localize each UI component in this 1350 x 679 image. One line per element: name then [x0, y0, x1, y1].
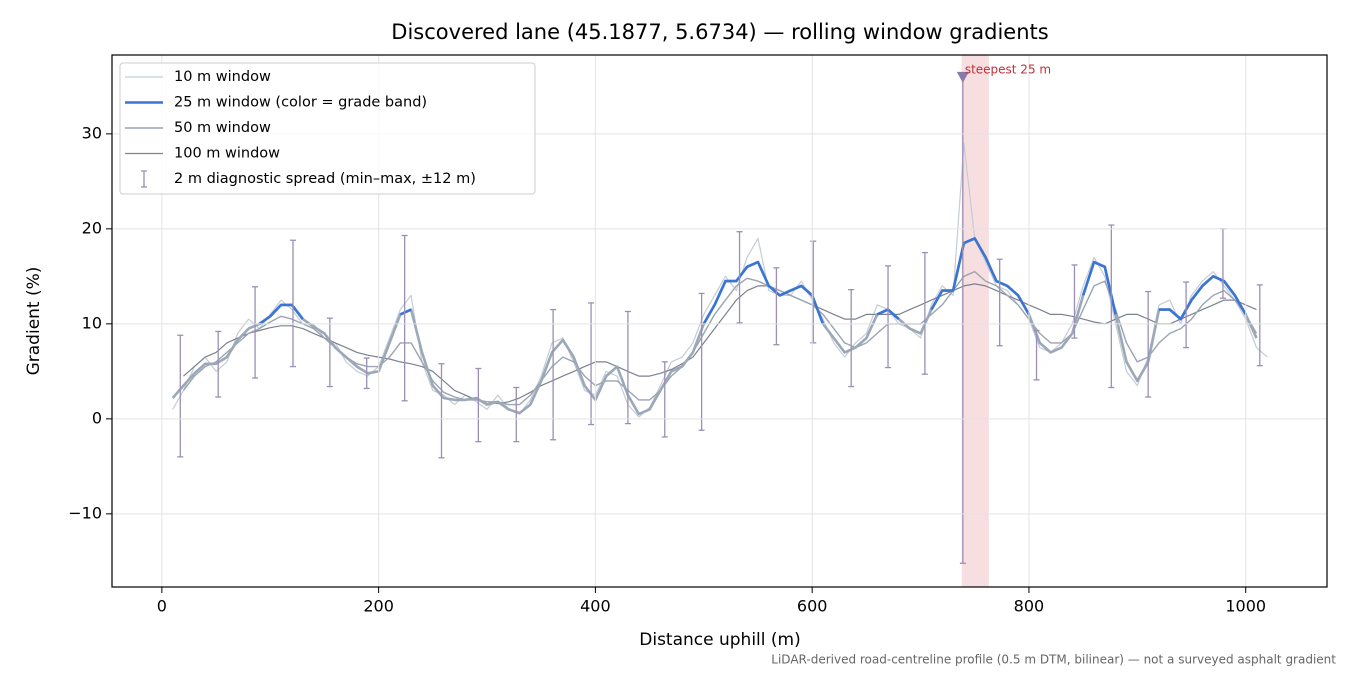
- error-bar: [996, 258, 1003, 347]
- error-bar: [698, 292, 705, 431]
- error-bar: [215, 330, 222, 398]
- legend: 10 m window 25 m window (color = grade ba…: [119, 62, 536, 195]
- error-bar: [290, 239, 297, 368]
- error-bar: [326, 317, 333, 388]
- error-bar: [363, 357, 370, 390]
- grade-band-segment: [702, 260, 825, 325]
- error-bar: [1108, 224, 1115, 389]
- error-bar: [513, 386, 520, 443]
- legend-label: 100 m window: [174, 146, 280, 162]
- x-tick-label: 1000: [1225, 597, 1266, 616]
- y-tick-label: 20: [82, 218, 102, 237]
- error-bar: [588, 302, 595, 426]
- error-bar: [885, 265, 892, 369]
- annotation: steepest 25 m: [965, 62, 1051, 76]
- grade-band-segment: [1159, 275, 1247, 321]
- error-bar: [736, 231, 743, 324]
- y-tick-label: 10: [82, 313, 102, 332]
- error-bar: [1183, 281, 1190, 349]
- legend-label: 2 m diagnostic spread (min–max, ±12 m): [174, 171, 476, 187]
- error-bar: [661, 361, 668, 438]
- error-bar: [1071, 264, 1078, 339]
- y-tick-label: 0: [92, 408, 102, 427]
- error-bar: [810, 240, 817, 344]
- error-bar: [475, 367, 482, 443]
- legend-label: 50 m window: [174, 120, 271, 136]
- error-bar: [252, 286, 259, 379]
- grade-band-segment: [1081, 260, 1117, 315]
- error-bar: [848, 288, 855, 388]
- footnote: LiDAR-derived road-centreline profile (0…: [771, 653, 1336, 667]
- error-bar: [401, 234, 408, 402]
- line: [172, 142, 1268, 418]
- legend-label: 10 m window: [174, 69, 271, 85]
- error-bar: [1256, 284, 1263, 367]
- x-tick-label: 600: [797, 597, 828, 616]
- error-bar: [921, 251, 928, 375]
- x-tick-label: 200: [363, 597, 394, 616]
- error-bar: [1145, 290, 1152, 398]
- grade-band-segment: [399, 308, 412, 316]
- legend-box: [119, 62, 536, 195]
- plot-layer: [171, 55, 1268, 587]
- error-bar: [438, 363, 445, 459]
- y-tick-label: −10: [68, 503, 102, 522]
- grade-band-segment: [930, 237, 1031, 316]
- error-bar: [177, 334, 184, 458]
- line: [182, 270, 1258, 406]
- y-tick-label: 30: [82, 123, 102, 142]
- highlight-span: [961, 55, 989, 587]
- x-tick-label: 400: [580, 597, 611, 616]
- legend-label: 25 m window (color = grade band): [174, 95, 427, 111]
- x-tick-label: 0: [157, 597, 167, 616]
- error-bar: [624, 310, 631, 425]
- error-bar: [773, 267, 780, 346]
- chart-title: Discovered lane (45.1877, 5.6734) — roll…: [391, 20, 1048, 44]
- error-bar: [1033, 329, 1040, 381]
- steepest-marker: [956, 71, 969, 83]
- axes-frame: [111, 54, 1328, 588]
- x-tick-label: 800: [1014, 597, 1045, 616]
- error-bar: [550, 308, 557, 441]
- y-axis-label: Gradient (%): [24, 267, 44, 376]
- x-axis-label: Distance uphill (m): [639, 630, 800, 650]
- grade-band-segment: [258, 303, 304, 325]
